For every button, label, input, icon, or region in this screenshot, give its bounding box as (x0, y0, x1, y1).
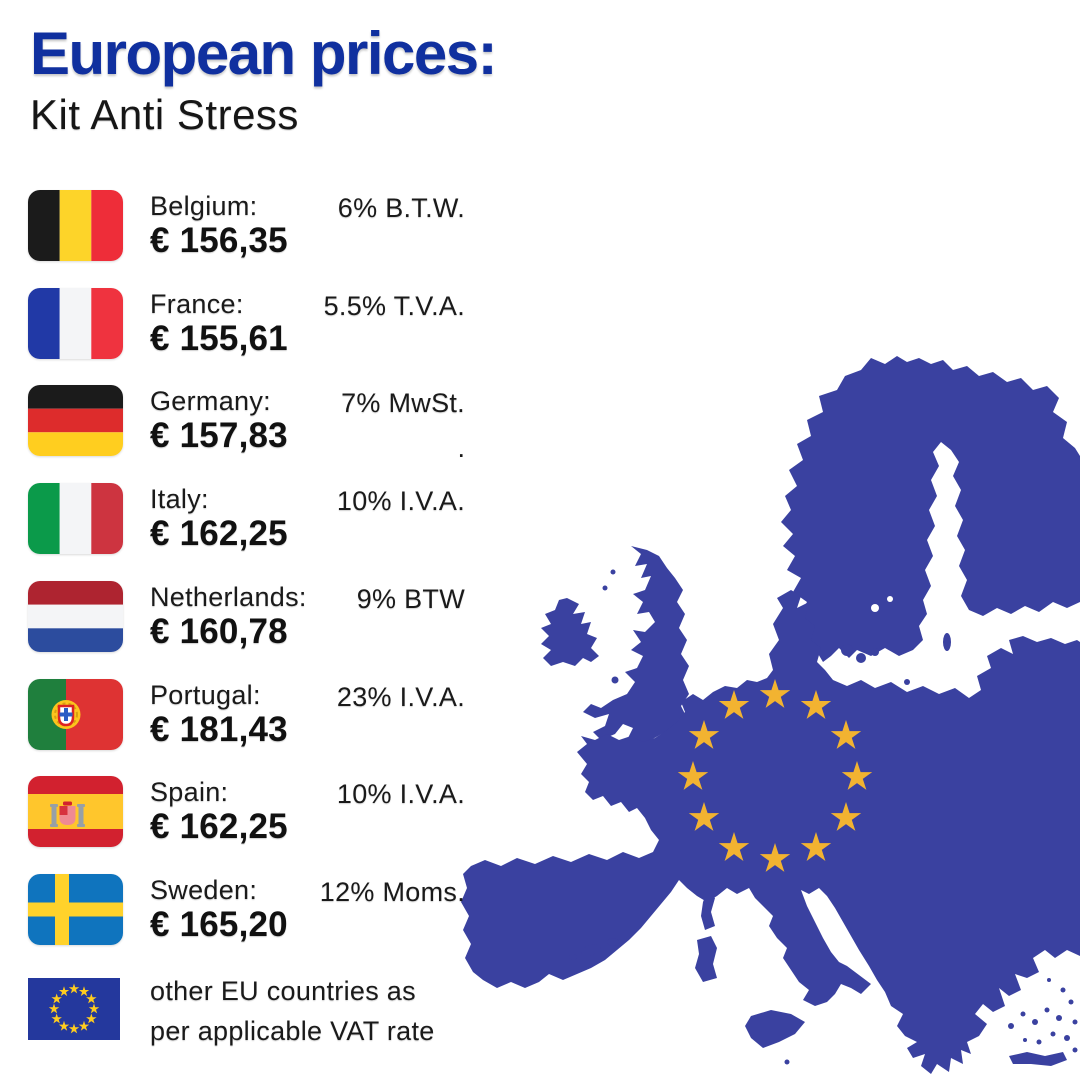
country-label: Netherlands: (150, 582, 307, 612)
vat-rate: 10% I.V.A. (336, 486, 465, 516)
eu-star-icon (78, 986, 90, 997)
country-label: Italy: (150, 484, 209, 514)
country-label: France: (150, 289, 244, 319)
portugal-flag-icon (28, 679, 123, 750)
page-title: European prices: (30, 20, 498, 87)
price-row-france: France: 5.5% T.V.A. € 155,61 (28, 288, 465, 386)
price-row-belgium: Belgium: 6% B.T.W. € 156,35 (28, 190, 465, 288)
vat-rate: 10% I.V.A. (336, 779, 465, 809)
eu-star-icon (841, 761, 873, 790)
price-value: € 162,25 (150, 807, 288, 846)
price-row-germany: Germany: 7% MwSt. . € 157,83 (28, 385, 465, 483)
eu-star-icon (718, 690, 750, 719)
eu-flag-icon (28, 978, 120, 1040)
eu-star-icon (800, 832, 832, 861)
price-row-sweden: Sweden: 12% Moms. € 165,20 (28, 874, 465, 972)
vat-rate: 6% B.T.W. (337, 193, 465, 223)
vat-rate-continued: . (457, 433, 465, 463)
country-label: Spain: (150, 777, 229, 807)
eu-star-icon (51, 1013, 62, 1024)
eu-star-icon (68, 1023, 80, 1034)
price-row-portugal: Portugal: 23% I.V.A. € 181,43 (28, 679, 465, 777)
eu-star-icon (88, 1003, 100, 1014)
eu-star-icon (58, 986, 70, 997)
price-value: € 157,83 (150, 416, 288, 455)
eu-star-icon (759, 679, 791, 708)
europe-map (461, 356, 1080, 1074)
vat-rate: 7% MwSt. (341, 388, 465, 418)
price-value: € 181,43 (150, 710, 288, 749)
belgium-flag-icon (28, 190, 123, 261)
vat-rate: 12% Moms. (319, 877, 465, 907)
header: European prices: Kit Anti Stress (30, 20, 498, 139)
crete-island (1009, 1052, 1067, 1066)
eu-star-icon (78, 1020, 90, 1031)
footer-note: other EU countries as per applicable VAT… (150, 971, 435, 1051)
price-value: € 162,25 (150, 514, 288, 553)
eu-star-icon (86, 1013, 97, 1024)
vat-rate: 23% I.V.A. (336, 682, 465, 712)
vat-rate: 5.5% T.V.A. (323, 291, 465, 321)
sweden-flag-icon (28, 874, 123, 945)
footer-note-line2: per applicable VAT rate (150, 1016, 435, 1046)
price-value: € 156,35 (150, 221, 288, 260)
eu-star-icon (51, 993, 62, 1004)
eu-star-icon (68, 983, 80, 994)
france-flag-icon (28, 288, 123, 359)
vat-rate: 9% BTW (356, 584, 465, 614)
price-row-spain: Spain: 10% I.V.A. € 162,25 (28, 776, 465, 874)
country-label: Belgium: (150, 191, 258, 221)
eu-star-icon (759, 843, 791, 872)
eu-stars-circle (677, 679, 873, 872)
eu-star-icon (48, 1003, 60, 1014)
eu-star-icon (688, 802, 720, 831)
eu-star-icon (58, 1020, 70, 1031)
germany-flag-icon (28, 385, 123, 456)
eu-star-icon (800, 690, 832, 719)
lakes (871, 596, 893, 612)
great-britain-shape (583, 546, 689, 746)
eu-star-icon (718, 832, 750, 861)
corsica-island (701, 892, 715, 930)
price-row-netherlands: Netherlands: 9% BTW € 160,78 (28, 581, 465, 679)
eu-star-icon (86, 993, 97, 1004)
price-value: € 160,78 (150, 612, 288, 651)
gotland-island (943, 633, 951, 651)
eu-star-icon (830, 802, 862, 831)
spain-flag-icon (28, 776, 123, 847)
eu-star-icon (830, 720, 862, 749)
footer-note-line1: other EU countries as (150, 976, 416, 1006)
price-row-italy: Italy: 10% I.V.A. € 162,25 (28, 483, 465, 581)
europe-landmass (461, 356, 1080, 1074)
country-label: Portugal: (150, 680, 261, 710)
mainland-europe-shape (461, 590, 1080, 1074)
country-label: Germany: (150, 386, 271, 416)
scandinavia-shape (781, 356, 1080, 662)
eu-star-icon (677, 761, 709, 790)
country-label: Sweden: (150, 875, 258, 905)
price-value: € 155,61 (150, 319, 288, 358)
italy-flag-icon (28, 483, 123, 554)
footer-row-eu: other EU countries as per applicable VAT… (28, 971, 465, 1069)
sardinia-island (695, 936, 717, 982)
eu-star-icon (688, 720, 720, 749)
price-value: € 165,20 (150, 905, 288, 944)
netherlands-flag-icon (28, 581, 123, 652)
page-subtitle: Kit Anti Stress (30, 90, 299, 138)
sicily-island (745, 1010, 805, 1048)
ireland-shape (541, 598, 599, 666)
